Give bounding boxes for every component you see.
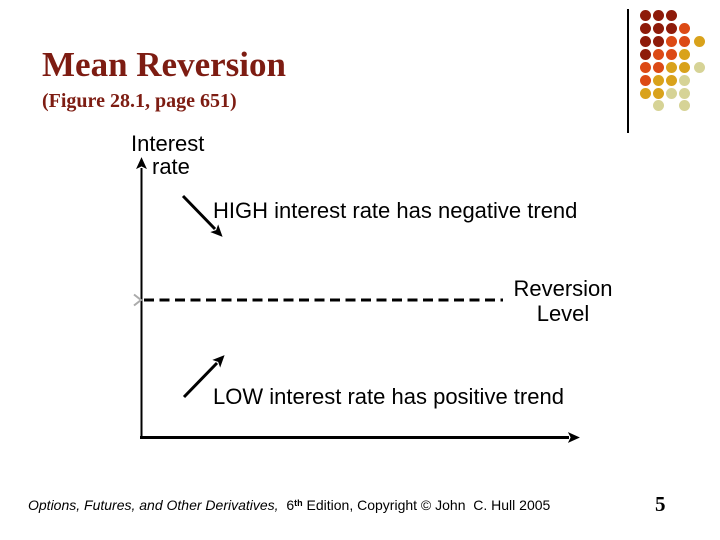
slide-title: Mean Reversion xyxy=(42,45,286,84)
reversion-level-line1: Reversion xyxy=(513,276,613,301)
footer-credit: Options, Futures, and Other Derivatives,… xyxy=(28,495,550,514)
dash-start-arrowhead xyxy=(133,293,143,307)
page-number: 5 xyxy=(655,492,666,516)
low-trend-label: LOW interest rate has positive trend xyxy=(213,384,564,409)
positive-trend-arrow xyxy=(182,355,225,399)
reversion-level-label: Reversion Level xyxy=(505,276,621,326)
negative-trend-arrow xyxy=(181,194,223,237)
y-axis-label-line1: Interest xyxy=(131,131,205,156)
slide-subtitle: (Figure 28.1, page 651) xyxy=(42,90,237,112)
y-axis-label-line2: rate xyxy=(152,154,190,179)
y-axis-label: Interest rate xyxy=(131,132,204,178)
footer-edition-rest: Edition, Copyright © John C. Hull 2005 xyxy=(302,497,551,513)
high-trend-label: HIGH interest rate has negative trend xyxy=(213,198,578,223)
footer-edition-number: 6 xyxy=(278,497,295,513)
footer-book-title: Options, Futures, and Other Derivatives, xyxy=(28,497,279,513)
footer-edition-suffix: th xyxy=(294,498,303,508)
reversion-level-line2: Level xyxy=(536,301,590,326)
decorative-vertical-line xyxy=(627,9,629,133)
